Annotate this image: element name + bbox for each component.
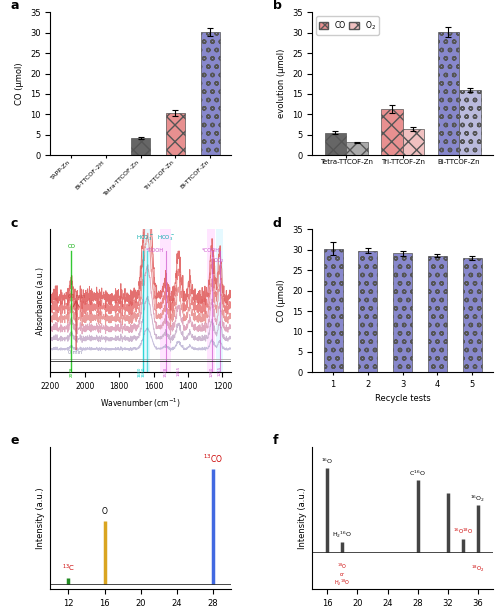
Bar <box>402 129 424 155</box>
Text: 1215: 1215 <box>218 366 222 376</box>
Text: c: c <box>11 217 18 230</box>
Text: 2078: 2078 <box>69 366 73 377</box>
Text: H$_2$$^{16}$O: H$_2$$^{16}$O <box>332 530 353 540</box>
Text: 1455: 1455 <box>177 366 181 376</box>
Bar <box>325 133 346 155</box>
Text: $^{18}$O$_2$: $^{18}$O$_2$ <box>471 564 485 575</box>
Text: 1260: 1260 <box>210 366 214 376</box>
Bar <box>428 255 447 372</box>
Text: HCO$_3^-$: HCO$_3^-$ <box>136 234 154 243</box>
Text: f: f <box>273 433 278 447</box>
Text: $^{18}$O
or
H$_2$$^{18}$O: $^{18}$O or H$_2$$^{18}$O <box>334 562 351 588</box>
X-axis label: Recycle tests: Recycle tests <box>375 394 431 403</box>
Bar <box>463 258 482 372</box>
Bar <box>438 32 459 155</box>
Y-axis label: CO (μmol): CO (μmol) <box>16 63 25 105</box>
Bar <box>207 230 215 372</box>
Bar <box>166 113 185 155</box>
Bar <box>346 142 368 155</box>
Y-axis label: Intensity (a.u.): Intensity (a.u.) <box>298 487 307 549</box>
Text: 0 min: 0 min <box>67 350 81 355</box>
Text: *COOH: *COOH <box>146 248 164 253</box>
Text: 60 min: 60 min <box>67 295 85 300</box>
Text: b: b <box>273 0 281 12</box>
Text: $^{16}$O$_2$: $^{16}$O$_2$ <box>470 494 485 504</box>
Text: a: a <box>11 0 19 12</box>
Text: d: d <box>273 217 281 230</box>
Text: CO: CO <box>67 244 75 249</box>
Bar <box>143 230 150 372</box>
Y-axis label: CO (μmol): CO (μmol) <box>277 279 286 322</box>
Text: $^{16}$O$^{18}$O: $^{16}$O$^{18}$O <box>453 527 473 536</box>
Text: 1528: 1528 <box>164 366 168 376</box>
Legend: CO, O$_2$: CO, O$_2$ <box>316 16 379 35</box>
Text: 1660: 1660 <box>141 366 145 376</box>
Text: $^{13}$C: $^{13}$C <box>62 562 75 573</box>
Text: CO$_2$: CO$_2$ <box>213 256 225 265</box>
Text: *COOH: *COOH <box>202 248 220 253</box>
Y-axis label: Absorbance (a.u.): Absorbance (a.u.) <box>36 267 45 335</box>
Text: e: e <box>11 433 19 447</box>
Bar <box>201 32 220 155</box>
Bar <box>216 230 223 372</box>
Y-axis label: Intensity (a.u.): Intensity (a.u.) <box>36 487 45 549</box>
Bar <box>160 230 171 372</box>
Bar <box>358 251 377 372</box>
Bar <box>381 109 402 155</box>
Text: O: O <box>102 507 108 516</box>
Text: $^{16}$O: $^{16}$O <box>321 456 333 465</box>
Bar <box>131 138 150 155</box>
Text: C$^{16}$O: C$^{16}$O <box>409 469 426 478</box>
X-axis label: Wavenumber (cm$^{-1}$): Wavenumber (cm$^{-1}$) <box>100 397 181 410</box>
Y-axis label: evolution (μmol): evolution (μmol) <box>277 49 286 119</box>
Text: HCO$_3^-$: HCO$_3^-$ <box>156 234 175 243</box>
Text: $^{13}$CO: $^{13}$CO <box>203 452 223 465</box>
Text: 1680: 1680 <box>138 366 142 376</box>
Bar <box>323 249 343 372</box>
Bar <box>459 90 480 155</box>
Bar <box>393 253 412 372</box>
